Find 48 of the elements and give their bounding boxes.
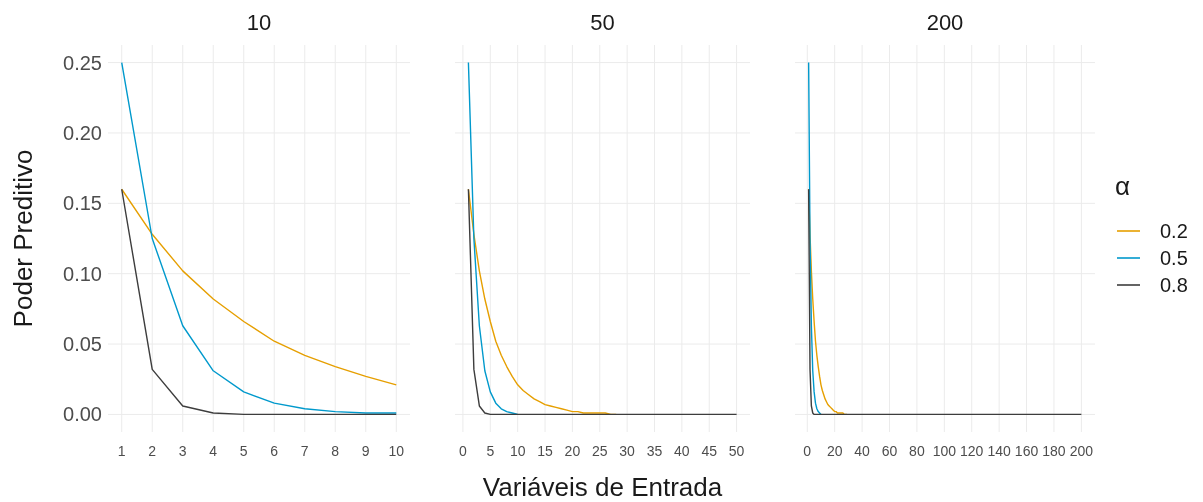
x-tick-label: 3 (178, 443, 187, 459)
x-tick-label: 80 (909, 443, 925, 459)
y-tick-label: 0.05 (63, 333, 102, 356)
x-tick-label: 35 (646, 443, 663, 459)
x-tick-label: 200 (1069, 443, 1094, 459)
legend-label: 0.2 (1160, 220, 1188, 242)
x-tick-label: 20 (564, 443, 581, 459)
x-tick-label: 30 (619, 443, 636, 459)
x-tick-label: 10 (509, 443, 526, 459)
x-tick-label: 7 (300, 443, 309, 459)
legend-label: 0.8 (1160, 274, 1188, 296)
x-tick-label: 9 (361, 443, 370, 459)
x-axis-title: Variáveis de Entrada (482, 472, 723, 502)
x-tick-label: 45 (701, 443, 718, 459)
chart-title: 10 (246, 10, 272, 35)
x-tick-label: 180 (1042, 443, 1066, 459)
x-tick-label: 60 (881, 443, 898, 459)
x-tick-label: 0 (459, 443, 468, 459)
y-tick-label: 0.00 (63, 403, 102, 426)
x-tick-label: 25 (591, 443, 608, 459)
y-tick-label: 0.20 (63, 121, 102, 144)
x-tick-label: 140 (987, 443, 1012, 459)
legend-title: α (1115, 171, 1131, 201)
x-tick-label: 5 (239, 443, 248, 459)
x-tick-label: 100 (932, 443, 957, 459)
x-tick-label: 2 (148, 443, 157, 459)
legend-label: 0.5 (1160, 247, 1188, 269)
y-tick-label: 0.25 (63, 51, 102, 74)
x-tick-label: 15 (537, 443, 554, 459)
y-tick-label: 0.10 (63, 262, 102, 285)
chart-title: 200 (926, 10, 964, 35)
y-tick-label: 0.15 (63, 192, 102, 215)
x-tick-label: 120 (960, 443, 984, 459)
line-series (121, 61, 397, 414)
x-tick-label: 8 (331, 443, 340, 459)
x-tick-label: 40 (854, 443, 871, 459)
x-tick-label: 1 (117, 443, 126, 459)
x-tick-label: 5 (486, 443, 495, 459)
x-tick-label: 6 (270, 443, 279, 459)
x-tick-label: 160 (1014, 443, 1039, 459)
x-tick-label: 10 (388, 443, 405, 459)
x-tick-label: 0 (803, 443, 812, 459)
x-tick-label: 20 (826, 443, 843, 459)
y-axis-title: Poder Preditivo (8, 149, 38, 328)
x-tick-label: 40 (674, 443, 690, 459)
x-tick-label: 50 (728, 443, 745, 459)
chart-title: 50 (590, 10, 615, 35)
x-tick-label: 4 (209, 443, 218, 459)
